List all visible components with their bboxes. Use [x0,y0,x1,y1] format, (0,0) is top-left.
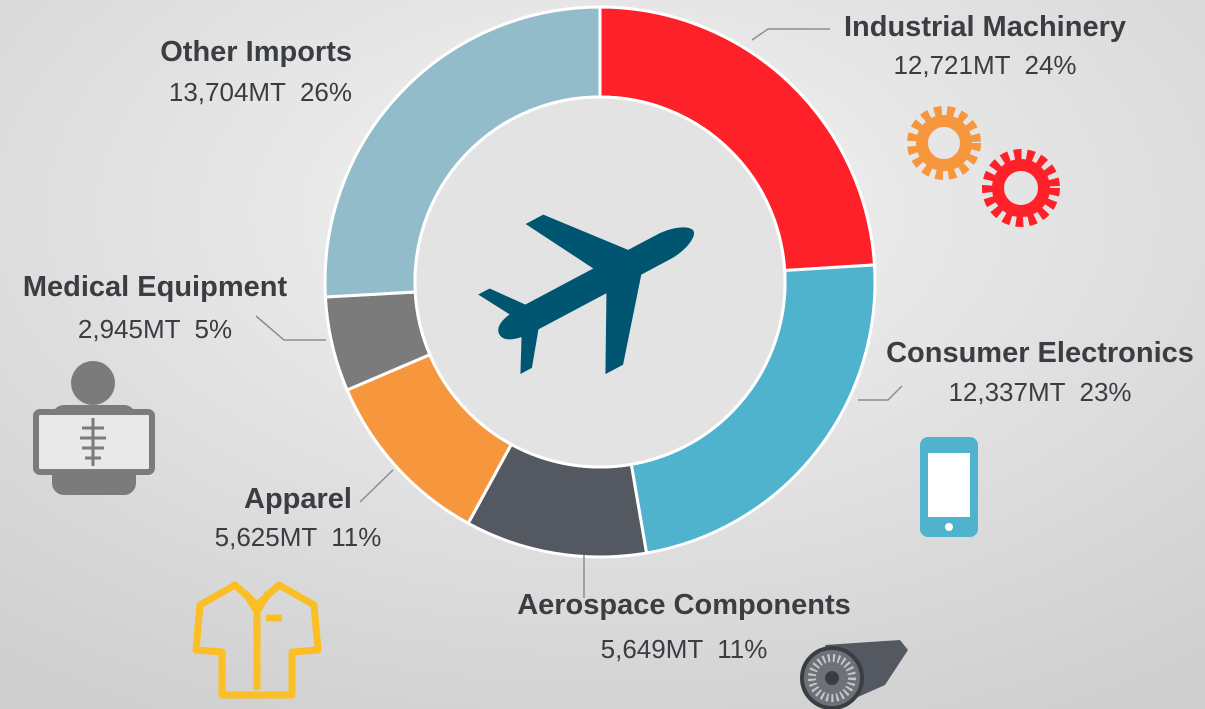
value-label: 2,945MT [78,314,181,344]
category-label: Other Imports [160,36,352,68]
value-label: 5,625MT [215,522,318,552]
shirt-icon [192,581,322,699]
category-label: Aerospace Components [517,589,851,621]
category-label: Medical Equipment [23,271,288,303]
leader-line [858,385,903,401]
percent-label: 5% [195,314,233,344]
value-label: 12,721MT [893,50,1010,80]
value-label: 5,649MT [601,634,704,664]
xray-icon [33,361,155,495]
percent-label: 11% [717,634,767,664]
leader-line [359,469,394,503]
leader-line [255,315,326,341]
value-label: 5,625MT 11% [215,522,382,552]
category-label: Apparel [244,483,352,515]
category-label: Consumer Electronics [886,337,1194,369]
percent-label: 23% [1080,377,1132,407]
percent-label: 11% [331,522,381,552]
airplane-icon [478,214,695,375]
turbine-icon [800,640,908,709]
value-label: 12,337MT [948,377,1065,407]
percent-label: 24% [1025,50,1077,80]
donut [323,5,877,559]
value-label: 12,337MT 23% [948,377,1131,407]
value-label: 5,649MT 11% [601,634,768,664]
value-label: 2,945MT 5% [78,314,232,344]
gears-icon [907,106,1060,227]
value-label: 13,704MT 26% [169,77,352,107]
category-label: Industrial Machinery [844,11,1126,43]
phone-icon [920,437,978,537]
value-label: 12,721MT 24% [893,50,1076,80]
percent-label: 26% [300,77,352,107]
value-label: 13,704MT [169,77,286,107]
leader-line [751,28,830,41]
